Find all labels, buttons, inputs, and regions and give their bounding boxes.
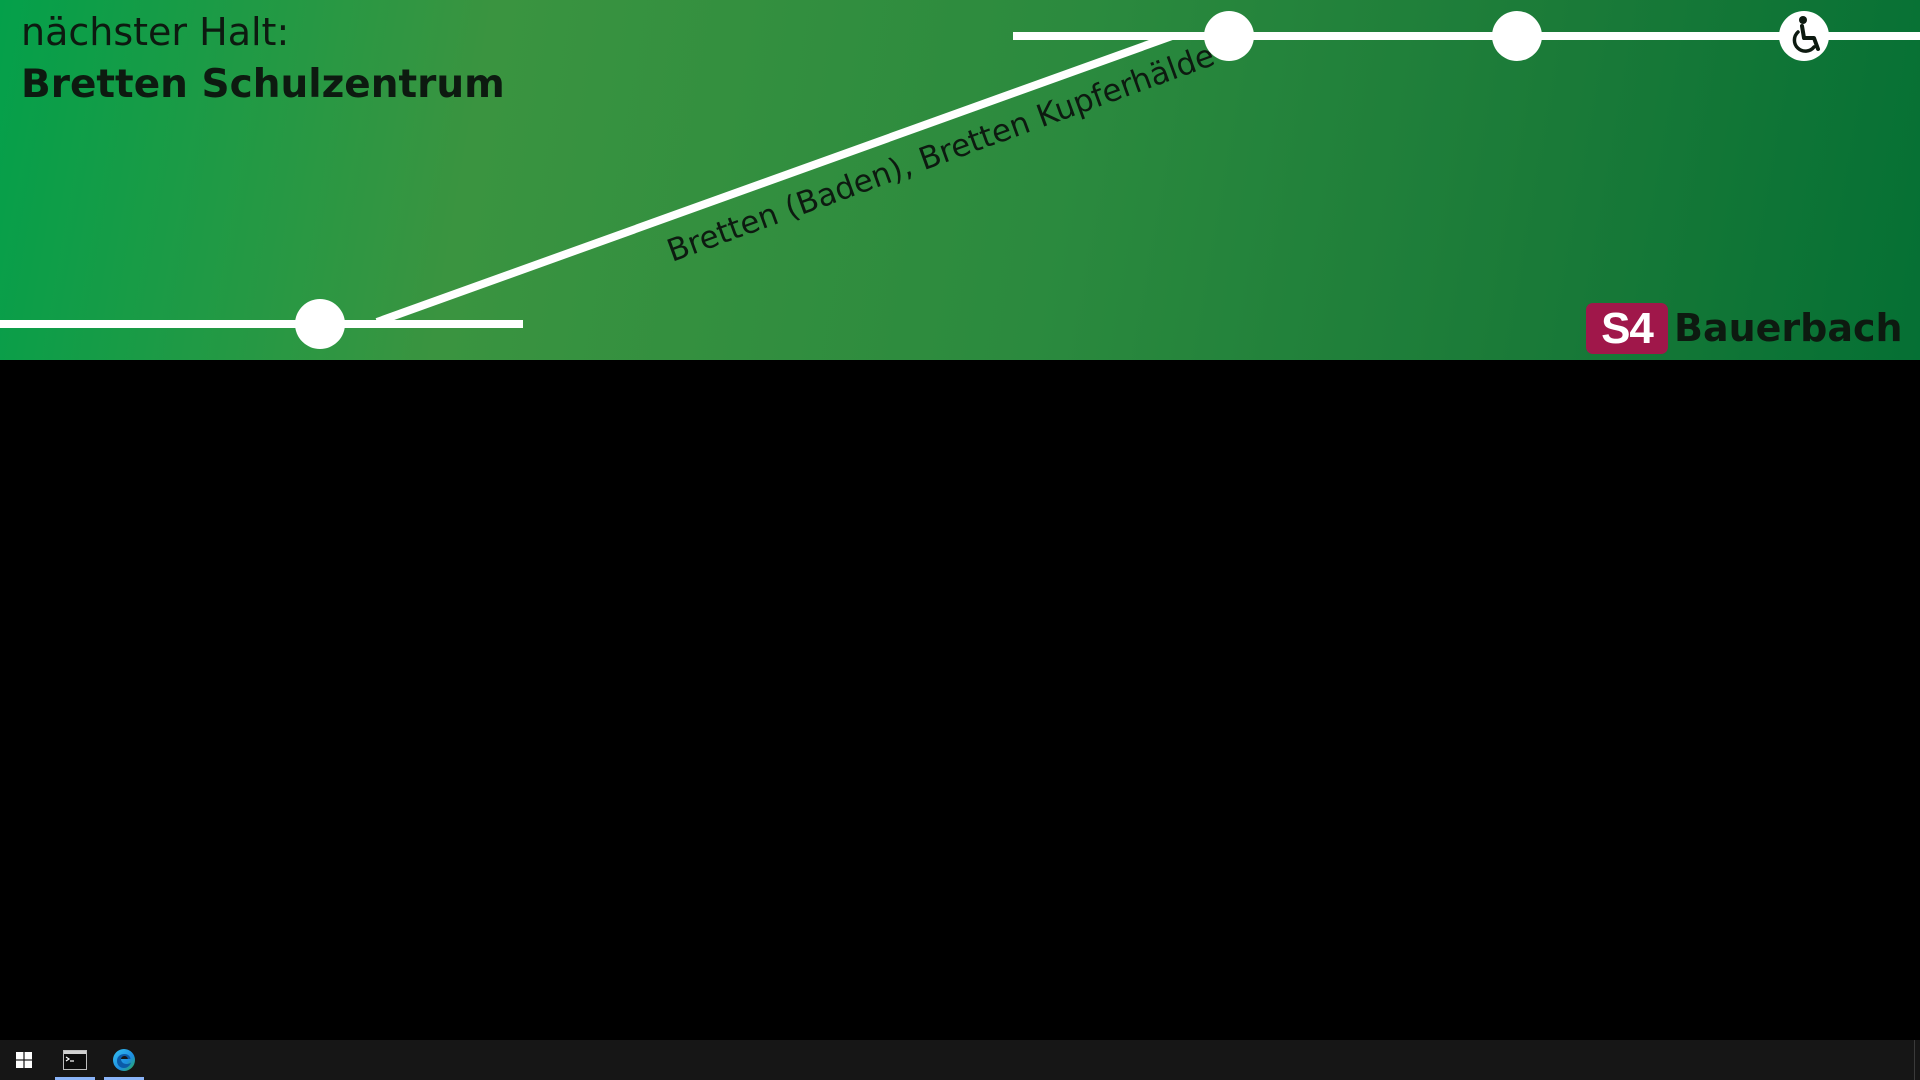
route-line-diagonal bbox=[375, 32, 1174, 326]
stop-marker bbox=[1492, 11, 1542, 61]
active-indicator bbox=[104, 1077, 144, 1080]
next-stop-name: Bretten Schulzentrum bbox=[21, 62, 505, 107]
stop-marker-current bbox=[295, 299, 345, 349]
edge-button[interactable] bbox=[100, 1040, 148, 1080]
next-stop-label: nächster Halt: bbox=[21, 10, 290, 54]
show-desktop-button[interactable] bbox=[1914, 1040, 1920, 1080]
destination: Bauerbach bbox=[1674, 306, 1903, 350]
stop-marker bbox=[1204, 11, 1254, 61]
edge-browser-icon bbox=[113, 1049, 135, 1071]
line-badge: S4 bbox=[1586, 303, 1668, 354]
windows-logo-icon bbox=[16, 1052, 32, 1068]
start-button[interactable] bbox=[0, 1040, 48, 1080]
taskbar bbox=[0, 1040, 1920, 1080]
active-indicator bbox=[55, 1077, 95, 1080]
wheelchair-icon bbox=[1779, 11, 1829, 61]
route-diagram: Bretten (Baden), Bretten Kupferhälde bbox=[0, 11, 1920, 349]
terminal-button[interactable] bbox=[51, 1040, 99, 1080]
passenger-info-display: Bretten (Baden), Bretten Kupferhälde näc… bbox=[0, 0, 1920, 360]
terminal-icon bbox=[63, 1050, 87, 1070]
route-label: Bretten (Baden), Bretten Kupferhälde bbox=[662, 38, 1219, 270]
